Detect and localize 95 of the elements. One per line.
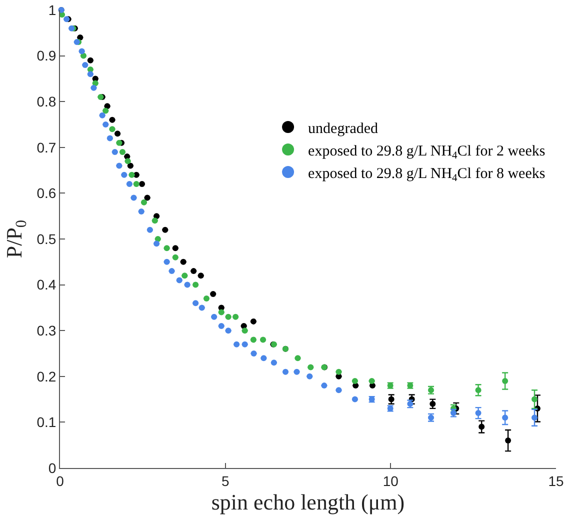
y-tick-label: 1: [48, 2, 56, 18]
point: [116, 140, 122, 146]
point: [260, 355, 267, 362]
point: [502, 378, 508, 384]
legend-label: exposed to 29.8 g/L NH$_{4}$Cl for 8 weeks: [308, 166, 546, 184]
point: [250, 318, 256, 324]
x-axis-title: spin echo length (μm): [211, 490, 405, 515]
point: [336, 387, 342, 394]
point: [172, 245, 178, 252]
point: [146, 226, 153, 233]
point: [250, 336, 256, 343]
point: [242, 328, 248, 334]
point: [225, 328, 232, 334]
point: [190, 268, 197, 274]
point: [270, 360, 277, 366]
point: [164, 245, 170, 252]
legend-label: exposed to 29.8 g/L NH$_{4}$Cl for 2 weeks: [308, 143, 546, 162]
point: [478, 424, 485, 430]
y-tick-label: 0.8: [36, 94, 56, 110]
y-tick-label: 0.6: [36, 185, 56, 202]
point: [128, 172, 135, 178]
point: [218, 323, 224, 330]
y-tick-label: 0.7: [36, 139, 56, 156]
point: [127, 162, 134, 169]
point: [294, 368, 300, 375]
point: [80, 52, 86, 59]
point: [308, 364, 314, 370]
point: [475, 410, 482, 416]
point: [78, 48, 85, 54]
point: [124, 158, 131, 164]
point: [152, 218, 158, 224]
point: [126, 181, 132, 188]
point: [176, 277, 182, 284]
point: [336, 368, 342, 375]
point: [180, 258, 186, 265]
point: [184, 282, 190, 288]
point: [198, 304, 205, 311]
y-tick-label: 0.1: [36, 414, 56, 430]
point: [306, 373, 313, 380]
point: [102, 108, 109, 114]
point: [120, 148, 126, 155]
point: [192, 300, 199, 306]
y-tick-label: 0.4: [36, 276, 56, 293]
point: [168, 268, 175, 274]
point: [502, 414, 508, 421]
point: [138, 208, 144, 215]
point: [114, 130, 121, 137]
point: [87, 71, 94, 78]
point: [203, 296, 210, 302]
point: [154, 240, 160, 247]
point: [532, 396, 538, 402]
point: [87, 57, 94, 64]
point: [139, 181, 146, 188]
x-tick-label: 10: [382, 472, 399, 489]
point: [198, 272, 204, 279]
point: [90, 84, 97, 91]
point: [112, 148, 118, 155]
point: [352, 396, 358, 402]
y-tick-label: 0.3: [36, 322, 56, 338]
point: [368, 378, 375, 384]
point: [116, 162, 122, 169]
point: [260, 336, 266, 343]
point: [172, 254, 178, 260]
point: [106, 135, 113, 142]
point: [109, 116, 116, 123]
point: [505, 438, 512, 444]
x-tick-label: 15: [548, 472, 564, 489]
point: [282, 368, 289, 375]
point: [109, 126, 116, 132]
point: [218, 309, 224, 316]
point: [475, 387, 482, 394]
point: [192, 282, 199, 288]
point: [140, 199, 147, 206]
point: [182, 272, 188, 279]
point: [82, 62, 88, 68]
point: [210, 290, 216, 297]
y-tick-label: 0.9: [36, 48, 56, 64]
point: [121, 172, 128, 178]
point: [211, 314, 218, 320]
y-tick-label: 0: [48, 460, 56, 476]
point: [321, 382, 328, 389]
point: [164, 258, 170, 265]
y-tick-label: 0.2: [36, 368, 56, 384]
point: [532, 414, 538, 421]
point: [133, 181, 140, 188]
point: [294, 355, 301, 362]
point: [162, 226, 168, 233]
y-tick-label: 0.5: [36, 230, 56, 247]
point: [144, 194, 150, 201]
point: [130, 194, 137, 201]
x-tick-label: 5: [221, 472, 230, 489]
point: [352, 378, 358, 384]
point: [99, 112, 106, 118]
point: [154, 213, 160, 220]
legend-label: undegraded: [308, 120, 379, 137]
